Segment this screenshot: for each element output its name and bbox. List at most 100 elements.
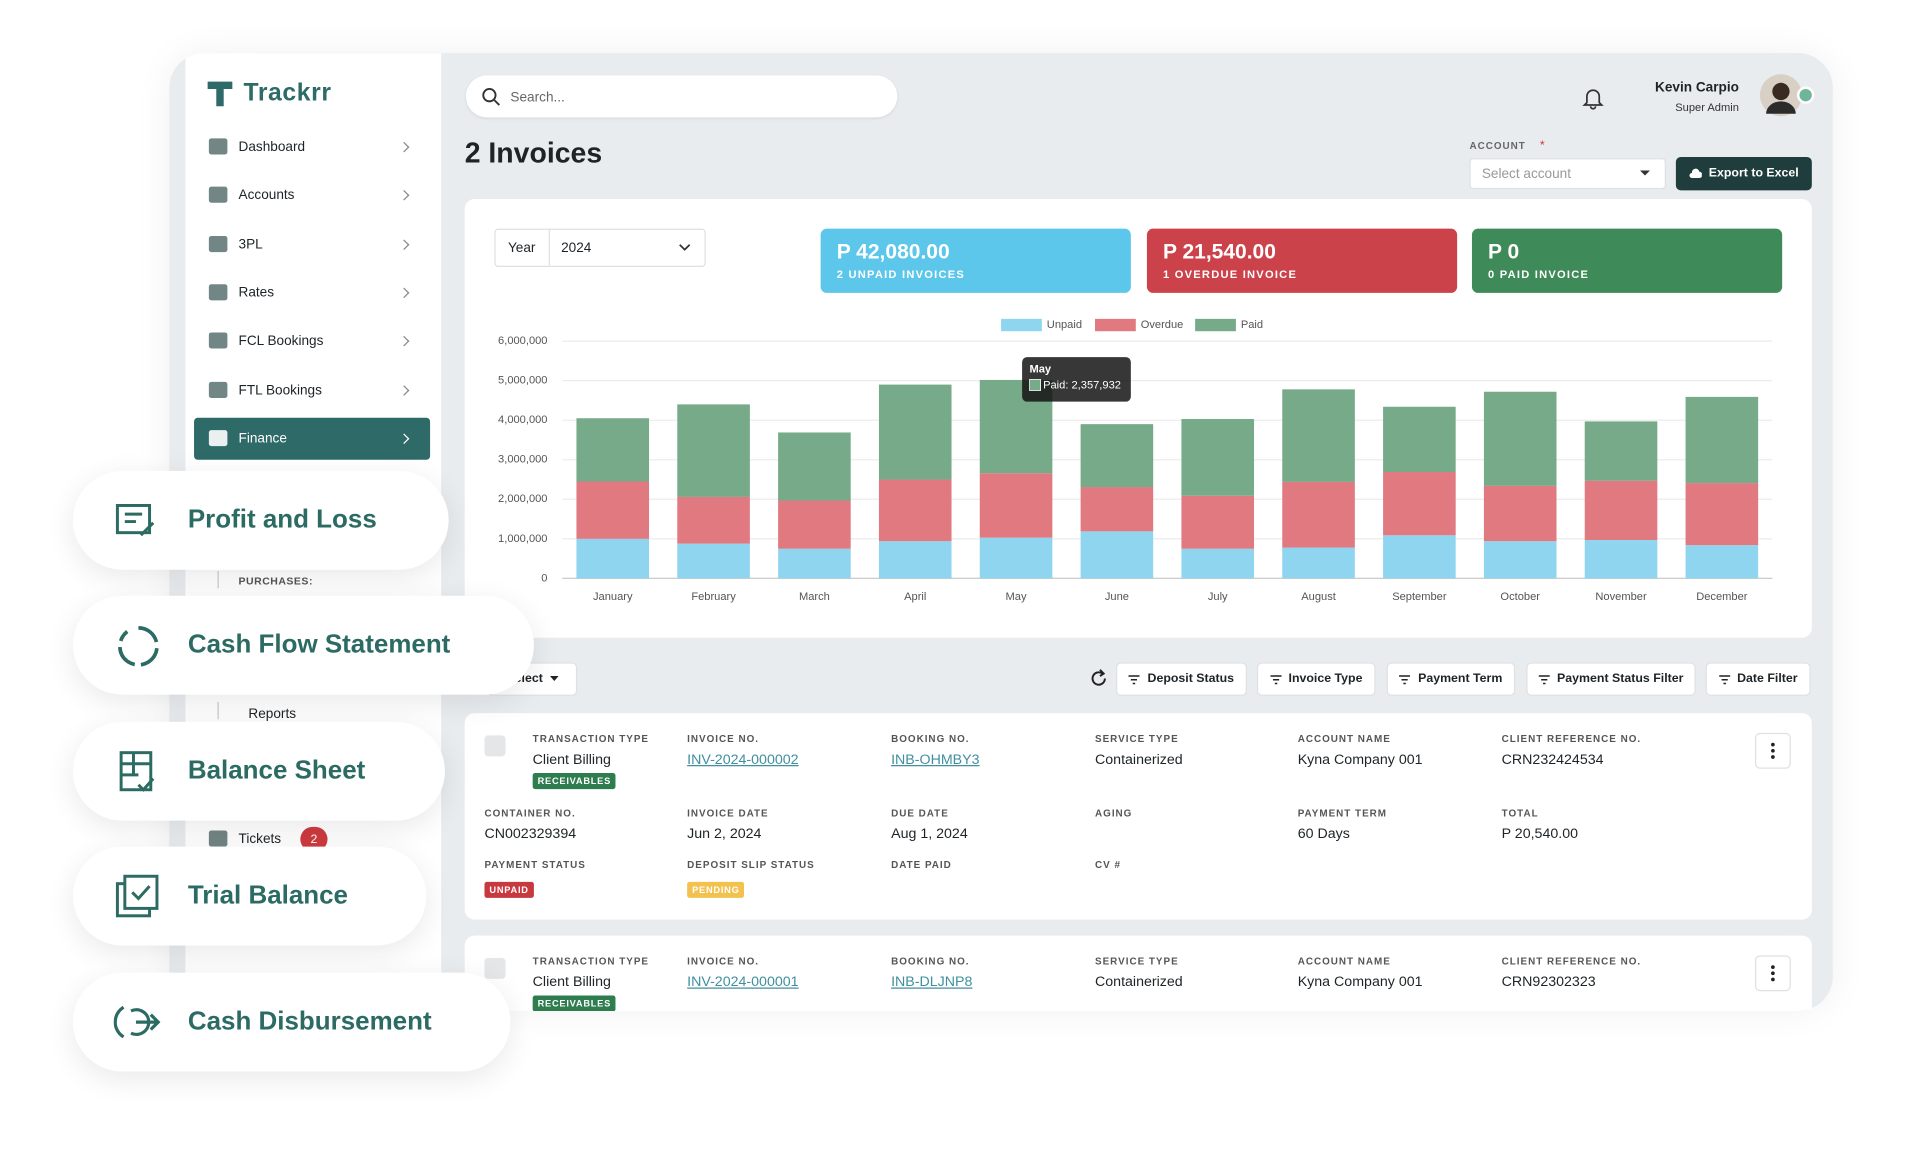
- active-item[interactable]: [194, 417, 431, 460]
- export-button[interactable]: Export to Excel: [1675, 156, 1812, 191]
- bar-segment: [778, 500, 851, 549]
- field-value[interactable]: INB-OHMBY3: [891, 752, 980, 768]
- field-value: CRN92302323: [1501, 975, 1596, 990]
- feature-card[interactable]: Trial Balance: [72, 846, 427, 946]
- sub-item[interactable]: Reports: [248, 706, 297, 722]
- bar-segment: [878, 384, 952, 480]
- summary-amount: P 21,540.00: [1162, 239, 1276, 264]
- bar-segment: [1685, 545, 1759, 579]
- bar-segment: [979, 473, 1053, 538]
- account-select[interactable]: [1469, 158, 1666, 190]
- bar-segment: [1685, 483, 1759, 546]
- caret: [550, 676, 559, 681]
- filter-button[interactable]: Payment Term: [1386, 662, 1516, 696]
- feature-card[interactable]: Balance Sheet: [72, 721, 445, 821]
- refresh-icon[interactable]: [1089, 669, 1109, 689]
- checkbox[interactable]: [484, 957, 506, 979]
- field-label: TOTAL: [1501, 807, 1539, 819]
- feature-label: Cash Disbursement: [187, 1007, 432, 1036]
- cloud-icon: [1688, 168, 1702, 178]
- filter-button[interactable]: Deposit Status: [1116, 662, 1248, 696]
- required-mark: *: [1539, 139, 1545, 153]
- filter-icon: [1538, 674, 1550, 684]
- filter-label: Deposit Status: [1147, 672, 1235, 686]
- tree-line: [217, 701, 219, 720]
- filter-button[interactable]: Payment Status Filter: [1526, 662, 1696, 696]
- field-value: CRN232424534: [1501, 752, 1604, 768]
- y-tick-label: 3,000,000: [498, 454, 547, 466]
- field-value: Containerized: [1095, 752, 1183, 768]
- feature-card[interactable]: Cash Flow Statement: [72, 595, 534, 695]
- feature-label: Profit and Loss: [187, 505, 377, 534]
- field-label: SERVICE TYPE: [1095, 955, 1179, 968]
- field-label: ACCOUNT NAME: [1297, 955, 1391, 968]
- app-frame: Trackrr Search... Kevin Carpio Super Adm…: [169, 53, 1833, 1011]
- y-tick-label: 2,000,000: [498, 493, 547, 505]
- more-button[interactable]: [1754, 955, 1791, 992]
- feature-card[interactable]: Profit and Loss: [72, 470, 449, 570]
- feature-label: Balance Sheet: [187, 756, 366, 785]
- nav-label[interactable]: Finance: [238, 431, 287, 447]
- search-box[interactable]: [465, 75, 898, 118]
- bar-segment: [1282, 547, 1355, 579]
- year-value: 2024: [561, 241, 592, 256]
- nav-icon: [208, 138, 228, 155]
- invoice-card: [464, 935, 1812, 1011]
- feature-icon: [113, 1005, 161, 1039]
- field-value: Kyna Company 001: [1297, 975, 1423, 990]
- nav-label[interactable]: FTL Bookings: [238, 383, 322, 398]
- checkbox[interactable]: [484, 735, 506, 757]
- nav-label[interactable]: Dashboard: [238, 139, 306, 155]
- field-label: PAYMENT STATUS: [484, 859, 586, 871]
- more-button[interactable]: [1754, 732, 1791, 769]
- legend-swatch: [1001, 318, 1042, 332]
- filter-icon: [1128, 674, 1141, 684]
- bar-segment: [576, 418, 650, 482]
- field-value[interactable]: INV-2024-000001: [687, 975, 799, 990]
- year-caret: [679, 244, 691, 251]
- avatar[interactable]: [1759, 74, 1817, 118]
- filter-button[interactable]: Date Filter: [1705, 662, 1811, 696]
- feature-label: Cash Flow Statement: [187, 630, 451, 659]
- legend-label: Unpaid: [1047, 319, 1082, 331]
- tickets-label[interactable]: Tickets: [238, 831, 282, 847]
- user-role: Super Admin: [1675, 101, 1739, 114]
- field-value[interactable]: INB-DLJNP8: [891, 975, 973, 990]
- tooltip-swatch: [1029, 379, 1041, 391]
- legend-swatch: [1095, 318, 1136, 332]
- more-dot: [1771, 965, 1775, 969]
- field-value[interactable]: INV-2024-000002: [687, 752, 799, 768]
- field-value: Containerized: [1095, 975, 1183, 990]
- nav-icon: [208, 284, 228, 301]
- field-label: INVOICE NO.: [687, 733, 760, 745]
- summary-card: [820, 228, 1131, 293]
- field-value: 60 Days: [1297, 826, 1350, 842]
- status-tag: RECEIVABLES: [532, 773, 616, 790]
- field-label: DATE PAID: [891, 859, 952, 871]
- nav-icon: [208, 332, 228, 349]
- bar-segment: [677, 543, 750, 579]
- year-select[interactable]: [494, 228, 706, 267]
- filter-button[interactable]: Invoice Type: [1256, 662, 1376, 696]
- section-label: PURCHASES:: [238, 574, 313, 588]
- field-value: Jun 2, 2024: [687, 826, 762, 842]
- summary-caption: 2 UNPAID INVOICES: [836, 268, 966, 281]
- more-dot: [1771, 971, 1775, 976]
- y-tick-label: 5,000,000: [498, 375, 547, 387]
- nav-label[interactable]: Rates: [238, 285, 275, 301]
- feature-card[interactable]: Cash Disbursement: [72, 972, 511, 1072]
- field-label: PAYMENT TERM: [1297, 807, 1388, 819]
- status-tag: RECEIVABLES: [532, 995, 616, 1011]
- nav-icon: [208, 830, 228, 847]
- nav-label[interactable]: 3PL: [238, 237, 263, 253]
- bar-segment: [677, 404, 750, 497]
- feature-icon: [115, 504, 155, 537]
- field-label: INVOICE NO.: [687, 955, 760, 968]
- bar-segment: [1181, 419, 1255, 496]
- y-tick-label: 1,000,000: [498, 533, 547, 545]
- nav-label[interactable]: Accounts: [238, 187, 295, 203]
- bell-icon[interactable]: [1582, 85, 1604, 110]
- x-tick-label: June: [1105, 591, 1129, 603]
- nav-label[interactable]: FCL Bookings: [238, 333, 324, 349]
